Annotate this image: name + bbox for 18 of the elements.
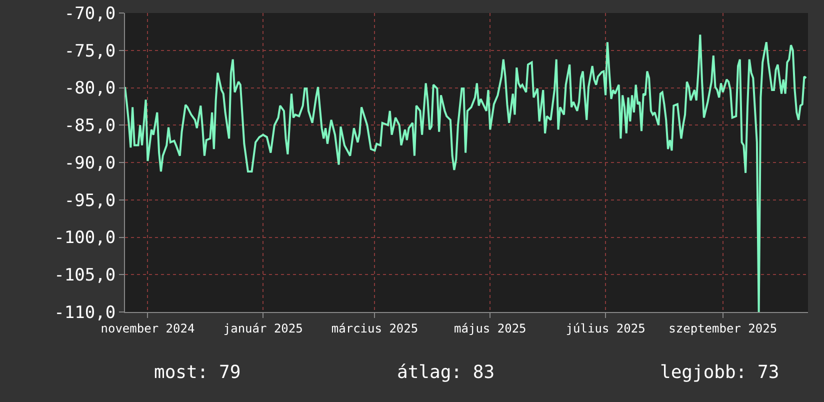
y-tick-label: -85,0 [64, 116, 116, 136]
y-tick-label: -90,0 [64, 153, 116, 174]
text: legjobb: 73 [660, 362, 780, 383]
y-tick-label: -95,0 [64, 190, 116, 211]
text: átlag: 83 [397, 362, 495, 383]
y-tick-label: -70,0 [64, 4, 116, 24]
x-tick-label: november 2024 [100, 321, 195, 336]
x-tick-label: szeptember 2025 [668, 321, 778, 336]
x-tick-label: január 2025 [223, 321, 303, 336]
y-tick-label: -80,0 [64, 78, 116, 99]
x-tick-label: július 2025 [566, 321, 646, 336]
y-tick-label: -100,0 [54, 228, 116, 248]
y-tick-label: -75,0 [64, 41, 116, 62]
y-tick-label: -110,0 [54, 302, 116, 323]
y-tick-label: -105,0 [54, 266, 116, 286]
x-tick-label: március 2025 [331, 321, 418, 336]
text: most: 79 [154, 362, 241, 383]
x-tick-label: május 2025 [454, 321, 526, 336]
